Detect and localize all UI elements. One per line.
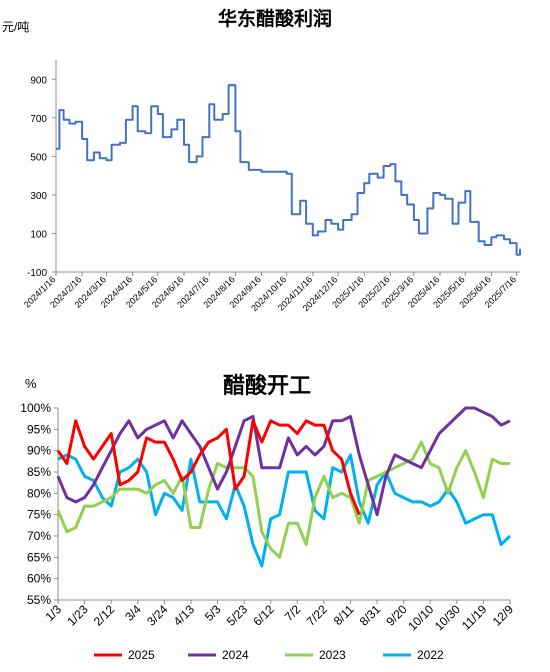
utilization-x-tick-label: 7/22 xyxy=(304,602,331,629)
utilization-x-tick-label: 10/10 xyxy=(405,602,436,633)
utilization-y-tick-label: 70% xyxy=(27,529,51,543)
utilization-y-tick-label: 55% xyxy=(27,593,51,607)
utilization-x-tick-label: 1/23 xyxy=(64,602,91,629)
utilization-chart-title: 醋酸开工 xyxy=(223,373,312,399)
utilization-x-tick-label: 5/3 xyxy=(202,602,224,624)
utilization-y-tick-label: 100% xyxy=(20,401,51,415)
utilization-x-tick-label: 12/9 xyxy=(490,602,517,629)
profit-y-tick-label: -100 xyxy=(27,268,47,279)
utilization-x-tick-label: 2/12 xyxy=(91,602,118,629)
utilization-series-2024 xyxy=(56,406,511,517)
utilization-x-tick-label: 6/12 xyxy=(250,602,277,629)
utilization-x-tick-label: 7/2 xyxy=(282,602,304,624)
utilization-series-2023 xyxy=(56,440,510,559)
utilization-y-tick-label: 65% xyxy=(27,550,51,564)
profit-y-tick-label: 500 xyxy=(30,152,47,163)
utilization-x-tick-label: 11/19 xyxy=(459,602,490,633)
utilization-y-tick-label: 85% xyxy=(27,465,51,479)
utilization-y-tick-label: 95% xyxy=(27,422,51,436)
utilization-x-tick-label: 3/4 xyxy=(122,602,144,624)
utilization-x-tick-label: 3/24 xyxy=(144,602,171,629)
legend-label-2022: 2022 xyxy=(417,648,444,662)
utilization-x-tick-label: 10/30 xyxy=(432,602,463,633)
legend-label-2025: 2025 xyxy=(128,648,155,662)
utilization-x-tick-label: 5/23 xyxy=(224,602,251,629)
utilization-x-tick-label: 4/13 xyxy=(171,602,198,629)
profit-y-tick-label: 300 xyxy=(30,191,47,202)
utilization-unit-label: % xyxy=(25,376,37,391)
utilization-x-tick-label: 8/11 xyxy=(331,602,357,628)
profit-series-line xyxy=(56,84,521,256)
utilization-x-tick-label: 8/31 xyxy=(357,602,384,629)
profit-y-tick-label: 900 xyxy=(30,75,47,86)
utilization-y-tick-label: 80% xyxy=(27,486,51,500)
utilization-y-tick-label: 75% xyxy=(27,508,51,522)
utilization-y-tick-label: 60% xyxy=(27,572,51,586)
profit-chart-title: 华东醋酸利润 xyxy=(218,8,333,30)
utilization-series-2022 xyxy=(57,453,512,568)
profit-y-tick-label: 700 xyxy=(30,114,47,125)
utilization-y-tick-label: 90% xyxy=(27,444,51,458)
legend-label-2024: 2024 xyxy=(222,648,249,662)
utilization-series-2025 xyxy=(56,419,361,516)
profit-unit-label: 元/吨 xyxy=(2,20,29,34)
profit-y-tick-label: 100 xyxy=(30,229,47,240)
legend-label-2023: 2023 xyxy=(319,648,346,662)
